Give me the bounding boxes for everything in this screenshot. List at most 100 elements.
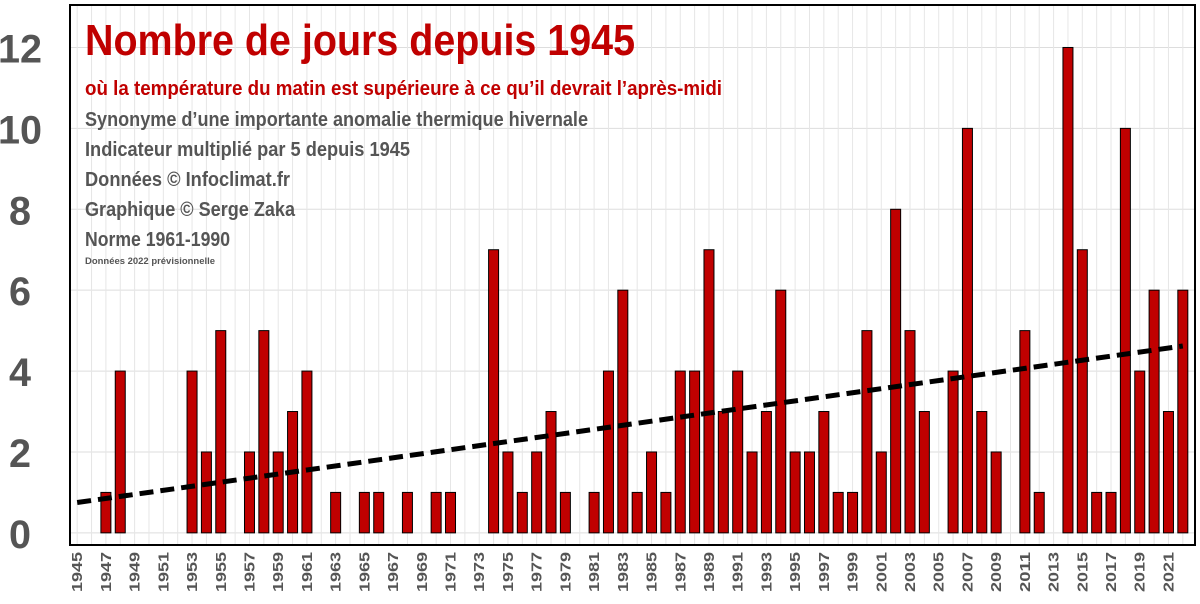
bar	[918, 411, 930, 534]
bar	[717, 411, 729, 534]
bar	[488, 249, 500, 534]
bar	[674, 370, 686, 534]
x-tick-label: 2009	[988, 552, 1005, 592]
trend-line	[76, 343, 1184, 506]
x-tick-label: 1989	[701, 552, 718, 592]
x-tick-label: 2021	[1160, 552, 1177, 592]
bar	[430, 491, 442, 534]
x-tick-label: 1953	[184, 552, 201, 592]
bar	[904, 330, 916, 534]
note: Graphique © Serge Zaka	[85, 199, 296, 221]
bar	[272, 451, 284, 534]
bar	[1134, 370, 1146, 534]
y-tick-label: 0	[9, 513, 31, 557]
y-tick-label: 8	[9, 189, 31, 233]
bar	[373, 491, 385, 534]
bars	[100, 46, 1189, 534]
bar	[1076, 249, 1088, 534]
footnote: Données 2022 prévisionnelle	[85, 256, 215, 266]
x-tick-label: 1973	[471, 552, 488, 592]
bar	[803, 451, 815, 534]
bar	[847, 491, 859, 534]
x-tick-label: 1963	[328, 552, 345, 592]
x-tick-label: 1995	[787, 552, 804, 592]
bar	[516, 491, 528, 534]
bar	[602, 370, 614, 534]
x-tick-label: 1971	[443, 552, 460, 592]
bar	[588, 491, 600, 534]
bar	[358, 491, 370, 534]
bar	[1162, 411, 1174, 534]
bar	[330, 491, 342, 534]
x-tick-label: 1959	[270, 552, 287, 592]
x-tick-label: 1975	[500, 552, 517, 592]
bar	[301, 370, 313, 534]
x-tick-label: 1957	[241, 552, 258, 592]
bar	[559, 491, 571, 534]
bar	[990, 451, 1002, 534]
bar	[646, 451, 658, 534]
note: Norme 1961-1990	[85, 229, 230, 251]
bar	[890, 208, 902, 534]
bar	[789, 451, 801, 534]
x-tick-label: 2015	[1074, 552, 1091, 592]
x-tick-label: 1993	[758, 552, 775, 592]
x-tick-label: 2005	[931, 552, 948, 592]
bar	[1105, 491, 1117, 534]
x-tick-label: 1949	[127, 552, 144, 592]
bar	[617, 289, 629, 534]
note: Synonyme d’une importante anomalie therm…	[85, 109, 588, 131]
x-tick-label: 1977	[529, 552, 546, 592]
bar	[703, 249, 715, 534]
x-tick-label: 1987	[672, 552, 689, 592]
x-tick-label: 2013	[1046, 552, 1063, 592]
x-tick-label: 1955	[213, 552, 230, 592]
bar	[186, 370, 198, 534]
x-tick-label: 2019	[1132, 552, 1149, 592]
x-tick-label: 1981	[586, 552, 603, 592]
bar	[114, 370, 126, 534]
x-tick-label: 2001	[873, 552, 890, 592]
x-tick-label: 1983	[615, 552, 632, 592]
x-tick-label: 1961	[299, 552, 316, 592]
bar	[1177, 289, 1189, 534]
bar	[1148, 289, 1160, 534]
x-tick-label: 1999	[845, 552, 862, 592]
x-tick-label: 2011	[1017, 552, 1034, 592]
bar	[746, 451, 758, 534]
y-tick-label: 10	[0, 108, 42, 152]
bar	[732, 370, 744, 534]
y-tick-label: 12	[0, 27, 42, 71]
bar	[1062, 46, 1074, 534]
x-tick-label: 2017	[1103, 552, 1120, 592]
x-tick-label: 1947	[98, 552, 115, 592]
bar	[961, 127, 973, 534]
x-tick-label: 1979	[557, 552, 574, 592]
subtitle: où la température du matin est supérieur…	[85, 78, 722, 100]
bar	[200, 451, 212, 534]
bar	[660, 491, 672, 534]
y-tick-label: 6	[9, 270, 31, 314]
y-tick-label: 4	[9, 351, 32, 395]
x-tick-label: 1951	[155, 552, 172, 592]
bar	[100, 491, 112, 534]
bar	[976, 411, 988, 534]
bar	[832, 491, 844, 534]
x-tick-label: 2007	[959, 552, 976, 592]
bar	[861, 330, 873, 534]
bar	[545, 411, 557, 534]
bar	[818, 411, 830, 534]
bar	[401, 491, 413, 534]
bar	[947, 370, 959, 534]
bar	[243, 451, 255, 534]
y-tick-label: 2	[9, 432, 31, 476]
bar	[631, 491, 643, 534]
note: Données © Infoclimat.fr	[85, 169, 290, 191]
x-tick-label: 1945	[69, 552, 86, 592]
bar	[258, 330, 270, 534]
bar	[1119, 127, 1131, 534]
x-tick-label: 1991	[730, 552, 747, 592]
x-tick-label: 1969	[414, 552, 431, 592]
bar	[1019, 330, 1031, 534]
